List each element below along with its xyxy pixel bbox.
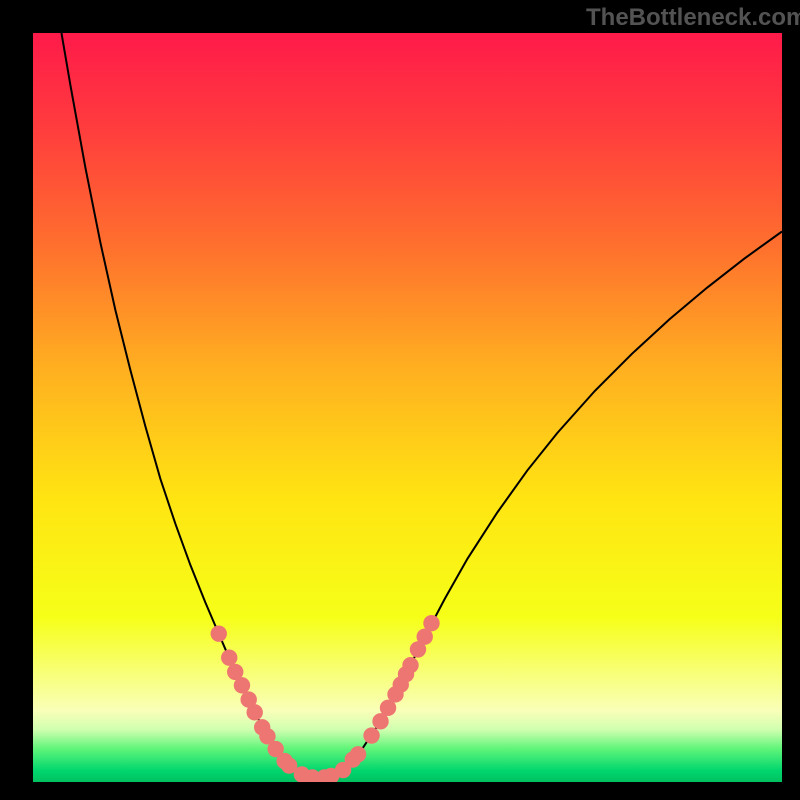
data-marker — [211, 626, 227, 642]
data-marker — [402, 657, 418, 673]
data-marker — [350, 746, 366, 762]
data-marker — [423, 615, 439, 631]
bottleneck-chart — [0, 0, 800, 800]
data-marker — [234, 677, 250, 693]
data-marker — [247, 704, 263, 720]
data-marker — [221, 649, 237, 665]
watermark-text: TheBottleneck.com — [586, 4, 800, 32]
data-marker — [363, 727, 379, 743]
